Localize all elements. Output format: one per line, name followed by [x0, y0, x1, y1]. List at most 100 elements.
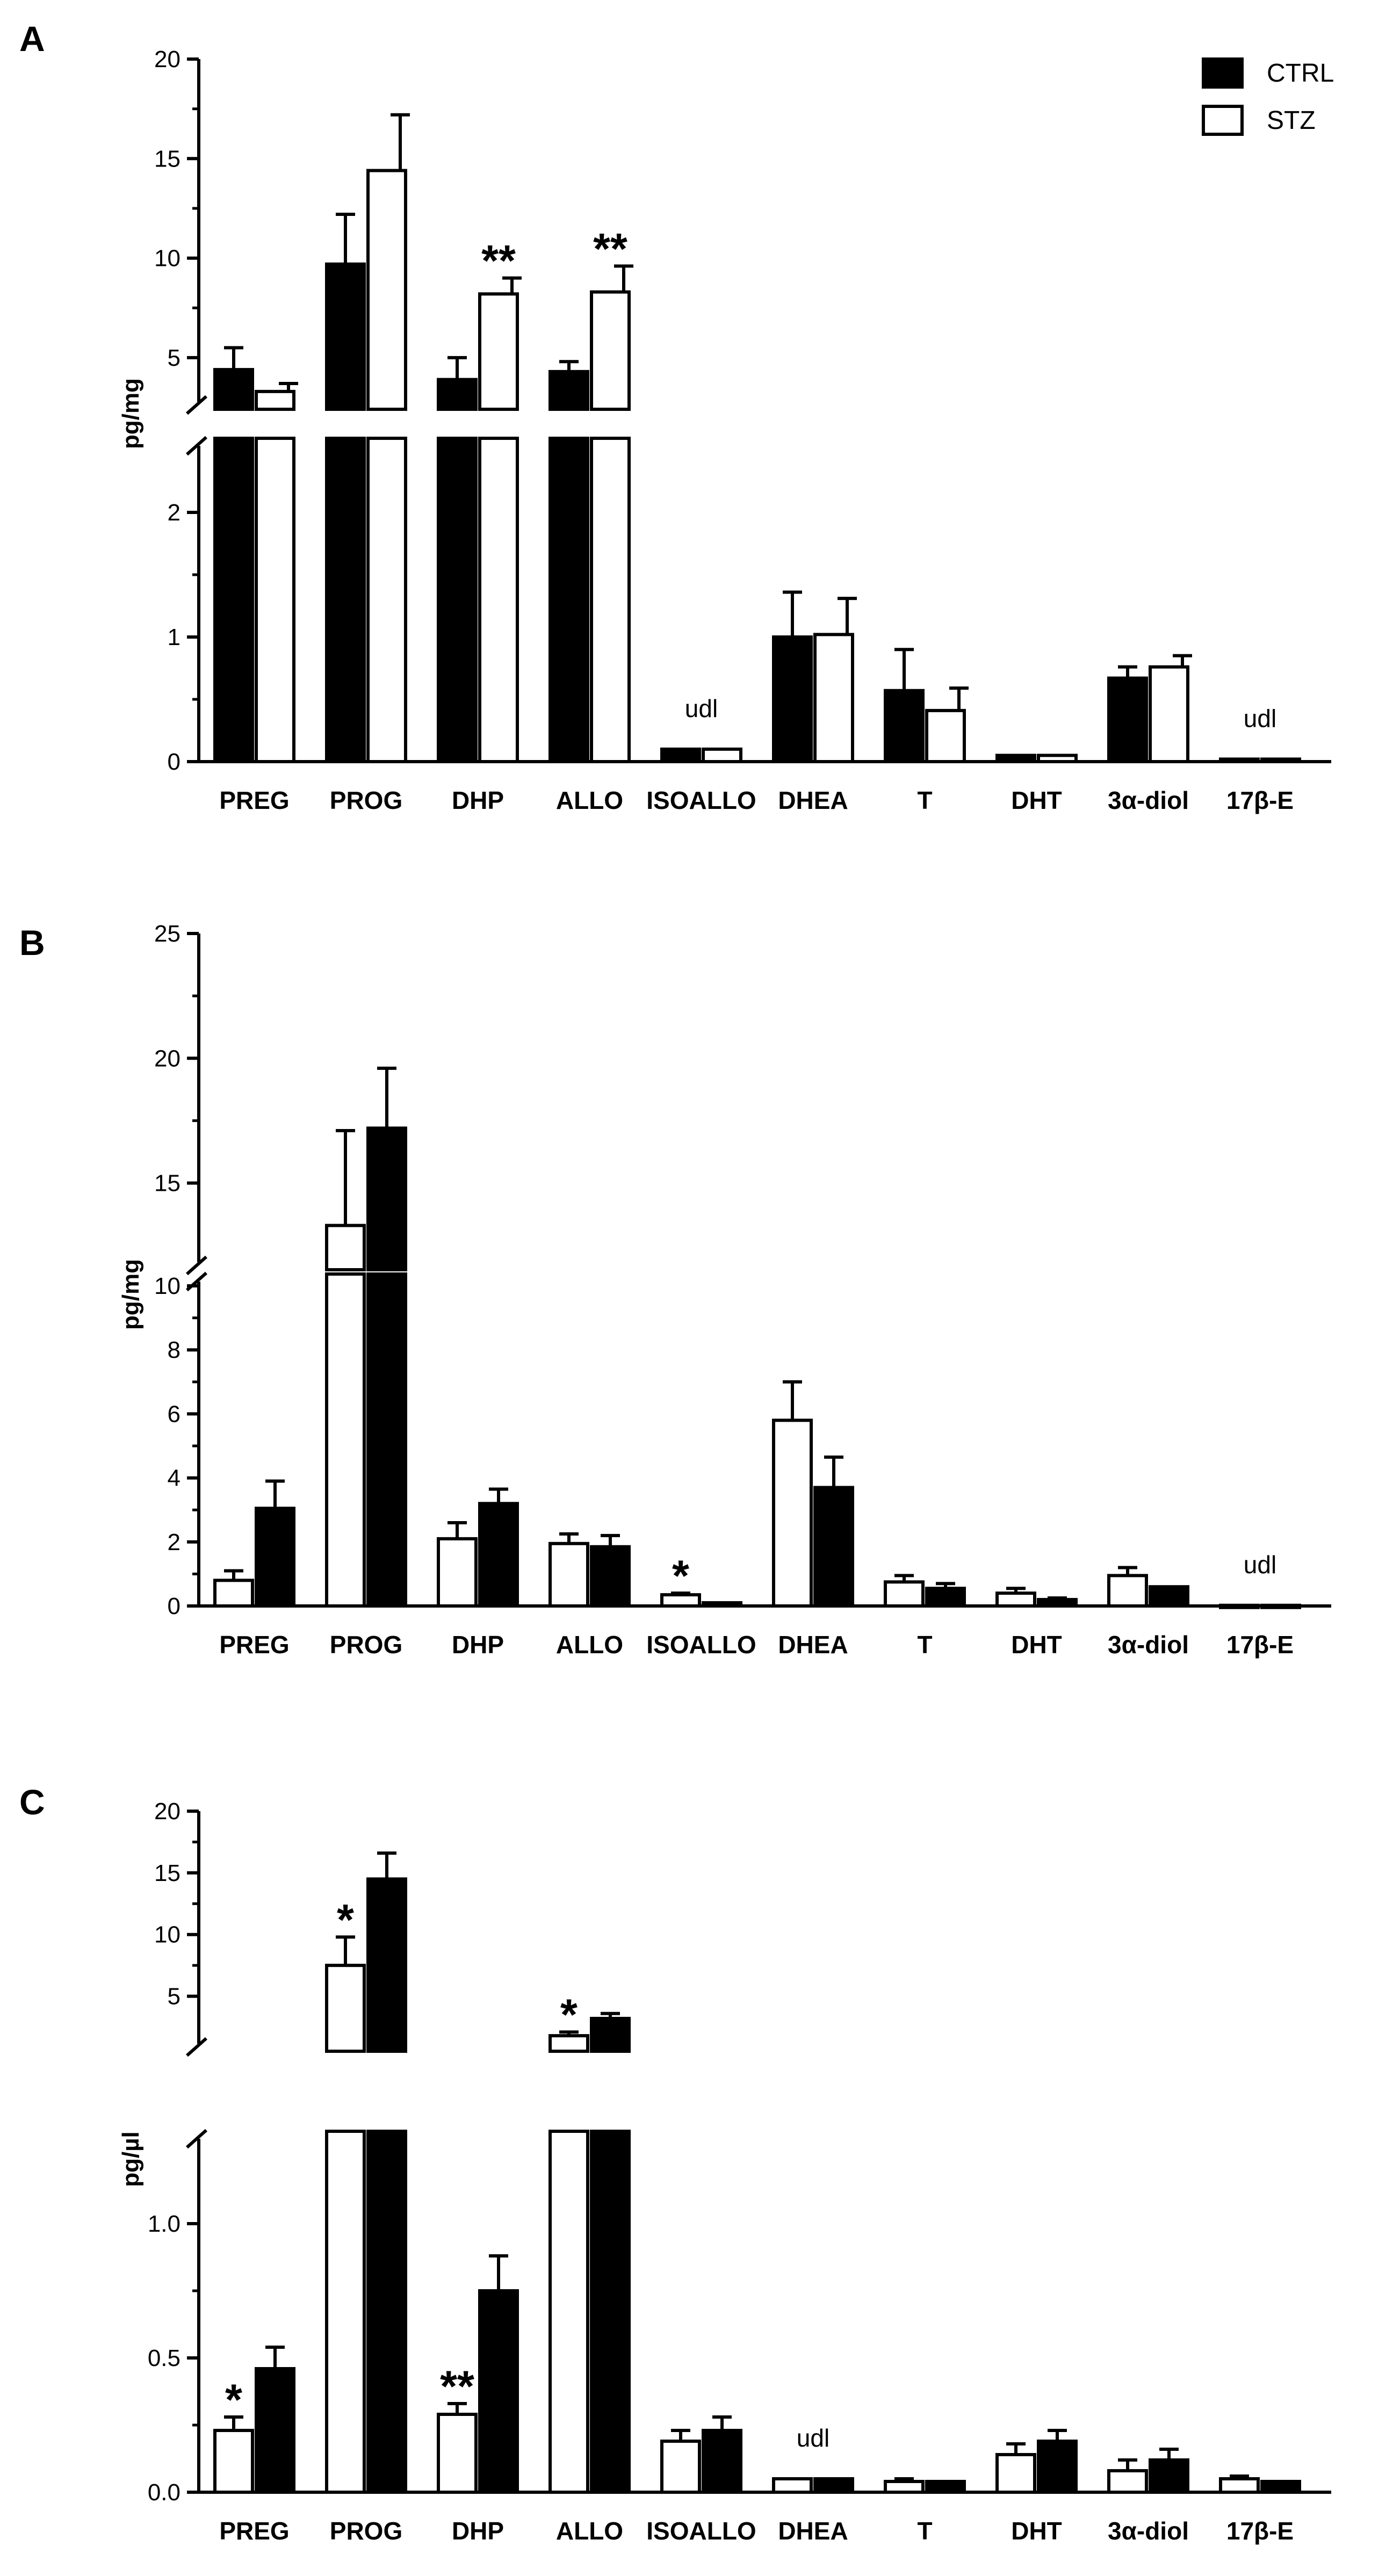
panel-c-y-tick-label: 1.0: [148, 2211, 181, 2237]
panel-b-udl-label-17beta-e: udl: [1244, 1551, 1276, 1579]
panel-b-bar-dhp-ctrl: [478, 1502, 519, 1608]
panel-c-x-tick-label-17beta-e: 17β-E: [1226, 2517, 1294, 2545]
panel-a-bar-dhea-stz: [813, 633, 854, 763]
panel-c-annotations: *****udl: [225, 1895, 829, 2452]
panel-b-y-tick-label: 10: [154, 1273, 181, 1299]
panel-a-bar-t-stz: [925, 708, 966, 764]
panel-a-x-tick-label-dht: DHT: [1011, 786, 1062, 814]
panel-b-bar-3alpha-diol-ctrl: [1149, 1585, 1189, 1608]
panel-b-annotations: * udl: [672, 1551, 1276, 1601]
panel-c-x-tick-label-preg: PREG: [219, 2517, 289, 2545]
legend: CTRL STZ: [1202, 57, 1334, 136]
panel-c-x-tick-label-dht: DHT: [1011, 2517, 1062, 2545]
panel-c-axes: 0.0 0.5 1.0 5 10 15 20 PREG PROG DHP ALLO ISOALLO DH…: [148, 1798, 1331, 2545]
panel-b-y-tick-label: 20: [154, 1045, 181, 1072]
panel-a-y-tick-label: 2: [168, 500, 181, 526]
panel-letter-b: B: [19, 923, 45, 963]
panel-a-bar-isoallo-ctrl: [660, 747, 701, 764]
panel-a-x-tick-label-prog: PROG: [330, 786, 402, 814]
panel-c-y-tick-label: 0.0: [148, 2479, 181, 2506]
panel-c-bar-prog-ctrl-lower: [366, 2130, 407, 2494]
panel-b-x-tick-label-preg: PREG: [219, 1631, 289, 1659]
panel-a-significance-allo: **: [593, 225, 627, 273]
panel-a-bar-isoallo-stz: [702, 747, 742, 764]
legend-stz-swatch: [1202, 105, 1244, 136]
panel-a-x-tick-label-17beta-e: 17β-E: [1226, 786, 1294, 814]
panel-a-significance-dhp: **: [481, 237, 516, 286]
panel-c-bar-allo-stz-lower: [548, 2130, 589, 2494]
panel-c-x-tick-label-isoallo: ISOALLO: [646, 2517, 756, 2545]
panel-a-y-tick-label: 15: [154, 146, 181, 172]
panel-c-y-tick-label: 0.5: [148, 2345, 181, 2371]
panel-c-bars: [213, 1851, 1301, 2494]
panel-b-axis-break-mark-lower: [186, 1271, 207, 1292]
panel-a: A pg/mg CTRL STZ 0 1 2 5 10 15 20 PREG PROG DHP AL…: [19, 19, 1334, 814]
legend-ctrl-swatch: [1202, 57, 1244, 89]
panel-b-x-tick-label-3alpha-diol: 3α-diol: [1108, 1631, 1189, 1659]
panel-letter-a: A: [19, 19, 45, 59]
panel-a-bar-dhp-stz: [478, 292, 519, 411]
panel-a-bar-allo-ctrl-lower: [548, 437, 589, 763]
panel-b-bar-dht-ctrl: [1037, 1598, 1078, 1608]
panel-a-bar-preg-ctrl-lower: [213, 437, 254, 763]
panel-b-plot: 0 2 4 6 8 10 15 20 25 PREG PROG DHP ALLO ISOALLO DHEA T…: [154, 921, 1331, 1659]
panel-b-axes: 0 2 4 6 8 10 15 20 25 PREG PROG DHP ALLO ISOALLO DHEA T…: [154, 921, 1331, 1659]
panel-b-y-tick-label: 8: [168, 1337, 181, 1363]
panel-b-bar-preg-stz: [213, 1579, 254, 1608]
panel-c-bar-dhp-ctrl: [478, 2289, 519, 2494]
panel-b-bar-prog-stz-lower: [325, 1272, 366, 1608]
panel-b-y-axis-label: pg/mg: [118, 1259, 144, 1330]
panel-a-y-tick-label: 10: [154, 245, 181, 272]
panel-b-y-tick-label: 15: [154, 1170, 181, 1197]
panel-b-x-tick-label-17beta-e: 17β-E: [1226, 1631, 1294, 1659]
panel-c-significance-prog: *: [337, 1895, 354, 1944]
panel-b-bar-t-stz: [884, 1580, 925, 1608]
panel-a-bar-prog-ctrl: [325, 262, 366, 411]
panel-b-bar-3alpha-diol-stz: [1107, 1574, 1148, 1608]
panel-c-bar-dhp-stz: [437, 2413, 478, 2494]
panel-a-bar-dhp-ctrl-lower: [437, 437, 478, 763]
panel-c-y-axis-label: pg/µl: [118, 2131, 144, 2187]
panel-b-bar-prog-ctrl-lower: [366, 1272, 407, 1608]
panel-c-bar-3alpha-diol-stz: [1107, 2469, 1148, 2494]
panel-b-y-tick-label: 0: [168, 1593, 181, 1619]
legend-ctrl-label: CTRL: [1267, 59, 1334, 88]
panel-a-bar-preg-stz-lower: [255, 437, 295, 763]
panel-a-axis-break-mark-upper: [186, 395, 207, 415]
panel-a-annotations: udl ** ** udl: [481, 225, 1276, 732]
panel-a-bar-prog-ctrl-lower: [325, 437, 366, 763]
legend-stz-label: STZ: [1267, 106, 1316, 135]
panel-b-x-tick-label-dht: DHT: [1011, 1631, 1062, 1659]
panel-c-y-tick-label: 20: [154, 1798, 181, 1825]
panel-a-bar-3alpha-diol-ctrl: [1107, 676, 1148, 764]
panel-b-x-tick-label-allo: ALLO: [556, 1631, 623, 1659]
panel-b-bar-prog-ctrl: [366, 1126, 407, 1271]
panel-b-y-tick-label: 4: [168, 1465, 181, 1492]
panel-c-significance-dhp: **: [440, 2362, 474, 2411]
panel-a-bar-dht-stz: [1037, 754, 1078, 764]
panel-c-x-tick-label-t: T: [917, 2517, 932, 2545]
panel-b-bar-prog-stz: [325, 1224, 366, 1272]
panel-a-bars: [213, 113, 1301, 764]
panel-b-x-tick-label-dhea: DHEA: [778, 1631, 848, 1659]
panel-c-bar-prog-ctrl: [366, 1877, 407, 2053]
panel-a-bar-allo-ctrl: [548, 370, 589, 411]
panel-a-x-tick-label-t: T: [917, 786, 932, 814]
panel-c: C pg/µl 0.0 0.5 1.0 5 10 15 20 PREG PROG DHP ALLO I…: [19, 1782, 1331, 2545]
panel-c-bar-17beta-e-stz: [1219, 2477, 1260, 2494]
panel-a-bar-17beta-e-ctrl: [1219, 757, 1260, 763]
panel-c-bar-preg-stz: [213, 2429, 254, 2494]
panel-a-bar-dht-ctrl: [995, 754, 1036, 764]
panel-a-bar-prog-stz: [366, 169, 407, 411]
panel-b-bar-dht-stz: [995, 1591, 1036, 1608]
panel-b-bar-allo-stz: [548, 1542, 589, 1608]
panel-a-axes: 0 1 2 5 10 15 20 PREG PROG DHP ALLO ISOALLO DHEA T DHT…: [154, 46, 1331, 814]
panel-a-bar-t-ctrl: [884, 689, 925, 764]
panel-c-axis-break-mark-upper: [186, 2037, 207, 2057]
panel-c-bar-allo-ctrl-lower: [590, 2130, 631, 2494]
panel-c-significance-allo: *: [560, 1991, 578, 2039]
panel-b-bar-17beta-e-ctrl: [1260, 1603, 1301, 1609]
panel-c-bar-dhea-stz: [772, 2477, 813, 2494]
panel-a-bar-preg-ctrl: [213, 368, 254, 411]
